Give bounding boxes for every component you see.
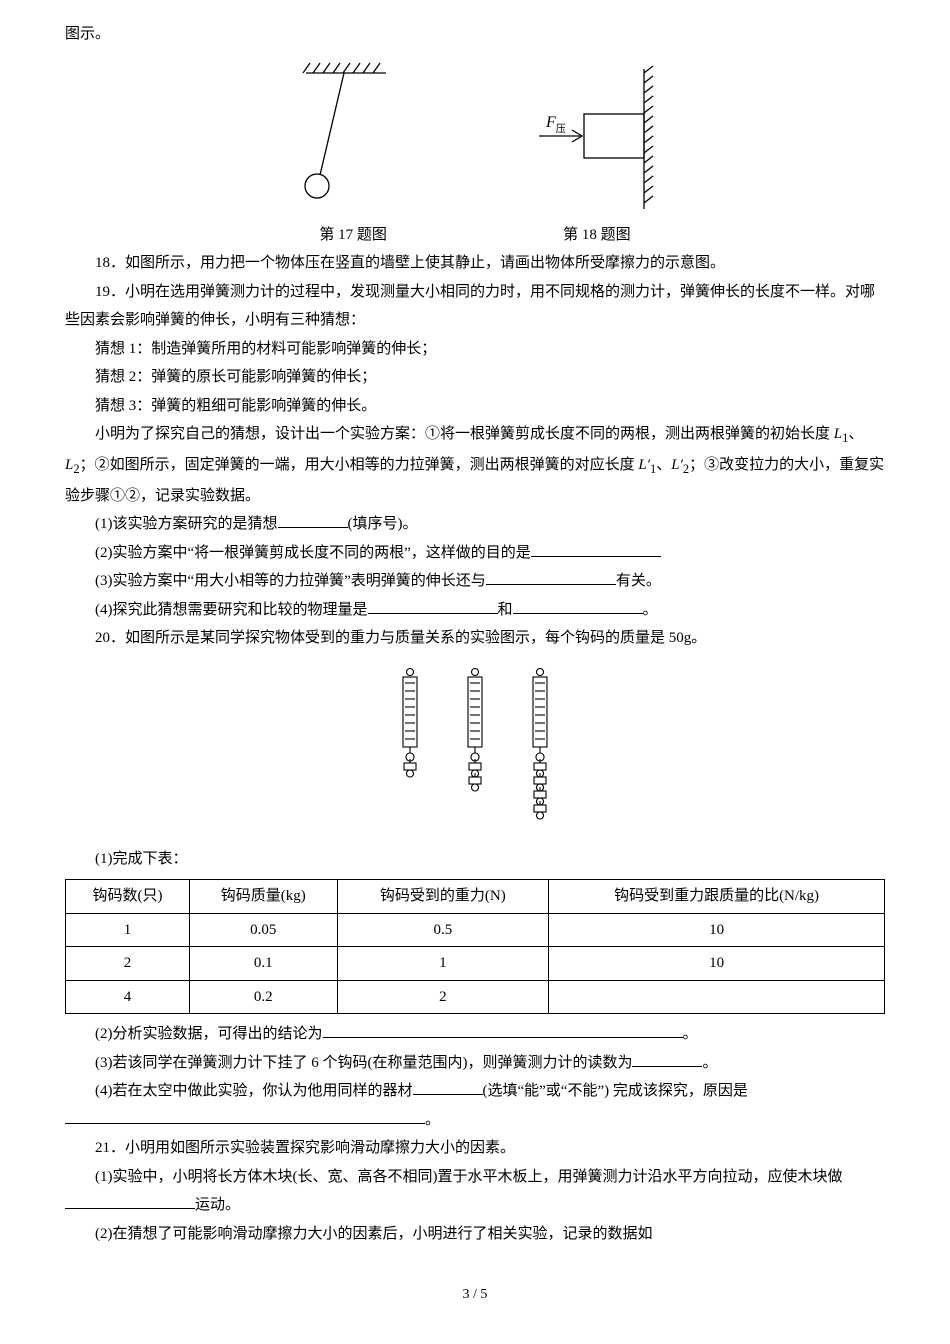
q19-sub4: (4)探究此猜想需要研究和比较的物理量是 和 。 bbox=[65, 596, 885, 625]
figures-row: F压 bbox=[65, 59, 885, 219]
table-cell: 1 bbox=[66, 913, 190, 947]
figure-labels: 第 17 题图 第 18 题图 bbox=[65, 221, 885, 250]
q19-s2: (2)实验方案中“将一根弹簧剪成长度不同的两根”，这样做的目的是 bbox=[95, 545, 531, 561]
sep1: 、 bbox=[848, 426, 863, 442]
q21-sub1: (1)实验中，小明将长方体木块(长、宽、高各不相同)置于水平木板上，用弹簧测力计… bbox=[65, 1163, 885, 1220]
table-cell: 0.2 bbox=[189, 980, 337, 1014]
q20-sub3: (3)若该同学在弹簧测力计下挂了 6 个钩码(在称量范围内)，则弹簧测力计的读数… bbox=[65, 1049, 885, 1078]
q21-s1a: (1)实验中，小明将长方体木块(长、宽、高各不相同)置于水平木板上，用弹簧测力计… bbox=[95, 1169, 843, 1185]
blank bbox=[65, 1108, 425, 1124]
q19-lead: 19．小明在选用弹簧测力计的过程中，发现测量大小相同的力时，用不同规格的测力计，… bbox=[65, 278, 885, 335]
q20-s2: (2)分析实验数据，可得出的结论为 bbox=[95, 1026, 323, 1042]
q20-s4b: (选填“能”或“不能”) 完成该探究，原因是 bbox=[483, 1083, 748, 1099]
force-label-sub: 压 bbox=[556, 123, 566, 135]
q19-sub1: (1)该实验方案研究的是猜想 (填序号)。 bbox=[65, 510, 885, 539]
q20-table: 钩码数(只)钩码质量(kg)钩码受到的重力(N)钩码受到重力跟质量的比(N/kg… bbox=[65, 879, 885, 1014]
q19-s3a: (3)实验方案中“用大小相等的力拉弹簧”表明弹簧的伸长还与 bbox=[95, 573, 486, 589]
table-cell: 2 bbox=[337, 980, 549, 1014]
q19-sub2: (2)实验方案中“将一根弹簧剪成长度不同的两根”，这样做的目的是 bbox=[65, 539, 885, 568]
spring-scale-figure bbox=[65, 663, 885, 843]
blank bbox=[513, 598, 643, 614]
table-row: 40.22 bbox=[66, 980, 885, 1014]
table-cell: 0.1 bbox=[189, 947, 337, 981]
figure-18-label: 第 18 题图 bbox=[477, 221, 717, 250]
q20-s3b: 。 bbox=[702, 1055, 717, 1071]
q20-s4a: (4)若在太空中做此实验，你认为他用同样的器材 bbox=[95, 1083, 413, 1099]
q19-s4b: 和 bbox=[498, 602, 513, 618]
table-cell: 10 bbox=[549, 913, 885, 947]
q19-s1b: (填序号)。 bbox=[348, 516, 418, 532]
figure-17 bbox=[266, 59, 416, 209]
q21-lead: 21．小明用如图所示实验装置探究影响滑动摩擦力大小的因素。 bbox=[65, 1134, 885, 1163]
table-header: 钩码质量(kg) bbox=[189, 880, 337, 914]
table-cell: 0.5 bbox=[337, 913, 549, 947]
blank bbox=[368, 598, 498, 614]
table-header: 钩码受到重力跟质量的比(N/kg) bbox=[549, 880, 885, 914]
blank bbox=[486, 569, 616, 585]
page-number: 3 / 5 bbox=[65, 1282, 885, 1309]
table-cell: 10 bbox=[549, 947, 885, 981]
q19-s1a: (1)该实验方案研究的是猜想 bbox=[95, 516, 278, 532]
blank bbox=[65, 1193, 195, 1209]
intro-fragment: 图示。 bbox=[65, 20, 885, 49]
q19-plan-b: ；②如图所示，固定弹簧的一端，用大小相等的力拉弹簧，测出两根弹簧的对应长度 bbox=[80, 457, 639, 473]
sym-Lp1: L′ bbox=[638, 457, 650, 473]
blank bbox=[632, 1051, 702, 1067]
q20-sub2: (2)分析实验数据，可得出的结论为 。 bbox=[65, 1020, 885, 1049]
table-row: 10.050.510 bbox=[66, 913, 885, 947]
svg-text:F压: F压 bbox=[545, 114, 566, 135]
q18-text: 18．如图所示，用力把一个物体压在竖直的墙壁上使其静止，请画出物体所受摩擦力的示… bbox=[65, 249, 885, 278]
q20-s3a: (3)若该同学在弹簧测力计下挂了 6 个钩码(在称量范围内)，则弹簧测力计的读数… bbox=[95, 1055, 632, 1071]
sym-L1: L bbox=[834, 426, 842, 442]
sym-Lp2: L′ bbox=[671, 457, 683, 473]
q20-sub4: (4)若在太空中做此实验，你认为他用同样的器材 (选填“能”或“不能”) 完成该探… bbox=[65, 1077, 885, 1134]
q20-lead: 20．如图所示是某同学探究物体受到的重力与质量关系的实验图示，每个钩码的质量是 … bbox=[65, 624, 885, 653]
q19-guess2: 猜想 2：弹簧的原长可能影响弹簧的伸长； bbox=[65, 363, 885, 392]
figure-18: F压 bbox=[474, 59, 684, 219]
q19-s4c: 。 bbox=[643, 602, 658, 618]
q19-s3b: 有关。 bbox=[616, 573, 661, 589]
table-cell bbox=[549, 980, 885, 1014]
blank bbox=[531, 541, 661, 557]
sep2: 、 bbox=[656, 457, 671, 473]
blank bbox=[323, 1022, 683, 1038]
q19-guess1: 猜想 1：制造弹簧所用的材料可能影响弹簧的伸长； bbox=[65, 335, 885, 364]
q20-s2-end: 。 bbox=[683, 1026, 698, 1042]
table-cell: 4 bbox=[66, 980, 190, 1014]
q19-plan: 小明为了探究自己的猜想，设计出一个实验方案：①将一根弹簧剪成长度不同的两根，测出… bbox=[65, 420, 885, 510]
table-header: 钩码受到的重力(N) bbox=[337, 880, 549, 914]
table-header: 钩码数(只) bbox=[66, 880, 190, 914]
q20-s4c: 。 bbox=[425, 1112, 440, 1128]
q19-s4a: (4)探究此猜想需要研究和比较的物理量是 bbox=[95, 602, 368, 618]
force-label-F: F bbox=[545, 114, 556, 131]
q21-sub2: (2)在猜想了可能影响滑动摩擦力大小的因素后，小明进行了相关实验，记录的数据如 bbox=[65, 1220, 885, 1249]
q19-plan-a: 小明为了探究自己的猜想，设计出一个实验方案：①将一根弹簧剪成长度不同的两根，测出… bbox=[95, 426, 834, 442]
table-cell: 0.05 bbox=[189, 913, 337, 947]
q19-sub3: (3)实验方案中“用大小相等的力拉弹簧”表明弹簧的伸长还与 有关。 bbox=[65, 567, 885, 596]
blank bbox=[413, 1079, 483, 1095]
blank bbox=[278, 512, 348, 528]
figure-17-label: 第 17 题图 bbox=[233, 221, 473, 250]
table-cell: 1 bbox=[337, 947, 549, 981]
table-cell: 2 bbox=[66, 947, 190, 981]
table-row: 20.1110 bbox=[66, 947, 885, 981]
q21-s1b: 运动。 bbox=[195, 1197, 240, 1213]
q19-guess3: 猜想 3：弹簧的粗细可能影响弹簧的伸长。 bbox=[65, 392, 885, 421]
q20-sub1: (1)完成下表： bbox=[65, 845, 885, 874]
